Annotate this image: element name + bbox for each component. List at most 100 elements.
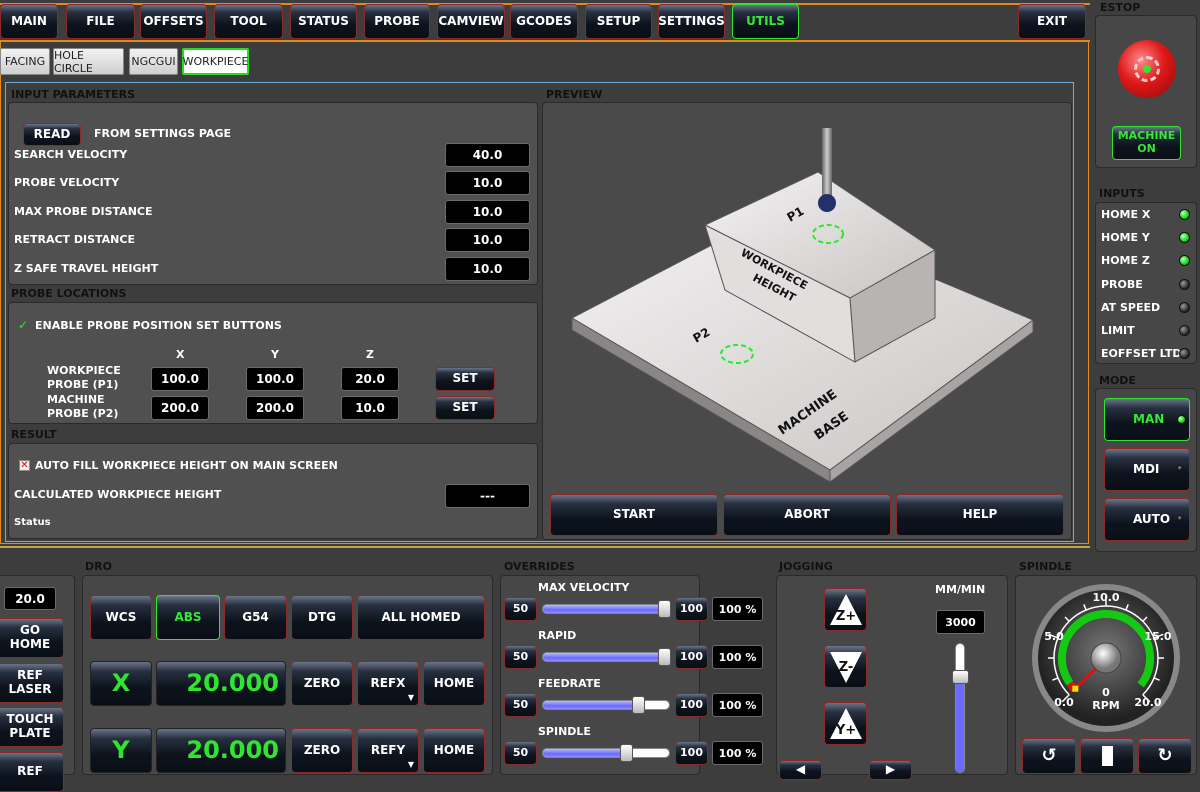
tool-touch-plate-button[interactable]: TOUCH PLATE bbox=[0, 707, 64, 747]
nav-tab-probe[interactable]: PROBE bbox=[364, 4, 430, 39]
jog-rate-slider[interactable] bbox=[952, 643, 969, 773]
rapid-min-button[interactable]: 50 bbox=[504, 645, 537, 669]
param-input-z-safe-travel-height[interactable]: 10.0 bbox=[445, 256, 530, 281]
spindle-slider-handle[interactable] bbox=[619, 744, 633, 762]
rapid-max-button[interactable]: 100 bbox=[675, 645, 708, 669]
probe-2-z-input[interactable]: 10.0 bbox=[341, 396, 399, 420]
zero-y-button[interactable]: ZERO bbox=[291, 728, 353, 773]
nav-tab-setup[interactable]: SETUP bbox=[585, 4, 652, 39]
gauge-green-band bbox=[1058, 610, 1154, 688]
param-input-search-velocity[interactable]: 40.0 bbox=[445, 143, 530, 167]
input-home-x-led bbox=[1179, 209, 1190, 220]
dro-g54-button[interactable]: G54 bbox=[224, 595, 287, 640]
jog-rate-value[interactable]: 3000 bbox=[936, 610, 985, 634]
estop-button[interactable] bbox=[1118, 40, 1176, 98]
feedrate-min-button[interactable]: 50 bbox=[504, 693, 537, 717]
feedrate-max-button[interactable]: 100 bbox=[675, 693, 708, 717]
tool-ref-button[interactable]: REF bbox=[0, 751, 64, 792]
param-input-probe-velocity[interactable]: 10.0 bbox=[445, 171, 530, 196]
nav-tab-file[interactable]: FILE bbox=[66, 4, 135, 39]
help-button[interactable]: HELP bbox=[896, 494, 1064, 536]
autofill-checkbox[interactable]: ✕ bbox=[19, 460, 30, 471]
abort-button[interactable]: ABORT bbox=[723, 494, 891, 536]
param-input-max-probe-distance[interactable]: 10.0 bbox=[445, 199, 530, 224]
mode-label: MAN bbox=[1133, 411, 1165, 426]
tool-value[interactable]: 20.0 bbox=[4, 587, 56, 610]
spindle-max-button[interactable]: 100 bbox=[675, 741, 708, 765]
read-button[interactable]: READ bbox=[23, 123, 81, 146]
rapid-slider-handle[interactable] bbox=[658, 648, 671, 666]
probe-1-z-input[interactable]: 20.0 bbox=[341, 367, 399, 391]
spindle-slider[interactable] bbox=[542, 744, 670, 762]
axis-y-label[interactable]: Y bbox=[90, 728, 152, 773]
param-label-z-safe-travel-height: Z SAFE TRAVEL HEIGHT bbox=[14, 261, 159, 275]
probe-row-label: MACHINE PROBE (P2) bbox=[47, 393, 119, 420]
p2-marker bbox=[720, 344, 754, 364]
mode-mdi-button[interactable]: MDI bbox=[1104, 448, 1190, 491]
input-limit-label: LIMIT bbox=[1101, 324, 1135, 337]
nav-tab-status[interactable]: STATUS bbox=[290, 4, 357, 39]
jog-z-minus-button[interactable]: Z- bbox=[824, 645, 867, 688]
subtab-facing[interactable]: FACING bbox=[0, 48, 50, 75]
feedrate-slider[interactable] bbox=[542, 696, 670, 714]
dro-all-homed-button[interactable]: ALL HOMED bbox=[357, 595, 485, 640]
jog-y-plus-button[interactable]: Y+ bbox=[824, 702, 867, 745]
spindle-cw-button[interactable]: ↻ bbox=[1138, 738, 1192, 774]
ref-y-button[interactable]: REFY ▼ bbox=[357, 728, 419, 773]
enable-checkbox[interactable]: ✓ bbox=[18, 318, 29, 332]
max-velocity-slider-handle[interactable] bbox=[658, 600, 671, 618]
max-velocity-slider[interactable] bbox=[542, 600, 671, 618]
nav-tab-camview[interactable]: CAMVIEW bbox=[437, 4, 505, 39]
home-y-button[interactable]: HOME bbox=[423, 728, 485, 773]
set-p2-button[interactable]: SET bbox=[435, 396, 495, 420]
probe-1-y-input[interactable]: 100.0 bbox=[246, 367, 304, 391]
param-input-retract-distance[interactable]: 10.0 bbox=[445, 228, 530, 253]
dro-abs-button[interactable]: ABS bbox=[156, 595, 220, 640]
mode-man-button[interactable]: MAN bbox=[1104, 398, 1190, 441]
spindle-min-button[interactable]: 50 bbox=[504, 741, 537, 765]
col-y: Y bbox=[271, 348, 279, 361]
jog-x-minus-button[interactable]: ◀ bbox=[779, 760, 822, 780]
spindle-ccw-button[interactable]: ↺ bbox=[1022, 738, 1076, 774]
set-p1-button[interactable]: SET bbox=[435, 367, 495, 391]
subtab-workpiece[interactable]: WORKPIECE bbox=[182, 48, 249, 75]
mode-auto-button[interactable]: AUTO bbox=[1104, 498, 1190, 541]
home-x-button[interactable]: HOME bbox=[423, 661, 485, 706]
nav-tab-tool[interactable]: TOOL bbox=[214, 4, 283, 39]
workpiece-frame bbox=[5, 82, 1074, 542]
spindle-stop-button[interactable] bbox=[1080, 738, 1134, 774]
machine-on-button[interactable]: MACHINE ON bbox=[1112, 126, 1181, 160]
rapid-slider[interactable] bbox=[542, 648, 671, 666]
probe-1-x-input[interactable]: 100.0 bbox=[151, 367, 209, 391]
input-at-speed-led bbox=[1179, 301, 1190, 313]
max-velocity-percent: 100 % bbox=[712, 597, 763, 621]
start-button[interactable]: START bbox=[550, 494, 718, 536]
ref-x-button[interactable]: REFX ▼ bbox=[357, 661, 419, 706]
arrow-left-icon: ◀ bbox=[795, 762, 806, 777]
nav-tab-offsets[interactable]: OFFSETS bbox=[140, 4, 207, 39]
ref-label: REFX bbox=[370, 675, 406, 690]
jog-z-plus-button[interactable]: Z+ bbox=[824, 588, 867, 631]
dro-dtg-button[interactable]: DTG bbox=[291, 595, 353, 640]
subtab-hole-circle[interactable]: HOLE CIRCLE bbox=[53, 48, 124, 75]
probe-2-y-input[interactable]: 200.0 bbox=[246, 396, 304, 420]
jog-x-plus-button[interactable]: ▶ bbox=[869, 760, 912, 780]
nav-tab-gcodes[interactable]: GCODES bbox=[510, 4, 578, 39]
axis-x-label[interactable]: X bbox=[90, 661, 152, 706]
nav-tab-settings[interactable]: SETTINGS bbox=[658, 4, 725, 39]
feedrate-slider-handle[interactable] bbox=[632, 696, 646, 714]
nav-tab-main[interactable]: MAIN bbox=[0, 4, 58, 39]
probe-2-x-input[interactable]: 200.0 bbox=[151, 396, 209, 420]
exit-button[interactable]: EXIT bbox=[1018, 4, 1086, 39]
svg-text:Y+: Y+ bbox=[834, 723, 855, 738]
tool-go-home-button[interactable]: GO HOME bbox=[0, 618, 64, 658]
status-label: Status bbox=[14, 517, 51, 528]
tool-ref-laser-button[interactable]: REF LASER bbox=[0, 662, 64, 703]
subtab-ngcgui[interactable]: NGCGUI bbox=[129, 48, 178, 75]
jog-rate-handle[interactable] bbox=[952, 669, 969, 684]
nav-tab-utils[interactable]: UTILS bbox=[732, 4, 799, 39]
zero-x-button[interactable]: ZERO bbox=[291, 661, 353, 706]
dro-wcs-button[interactable]: WCS bbox=[90, 595, 152, 640]
max-velocity-min-button[interactable]: 50 bbox=[504, 597, 537, 621]
max-velocity-max-button[interactable]: 100 bbox=[675, 597, 708, 621]
